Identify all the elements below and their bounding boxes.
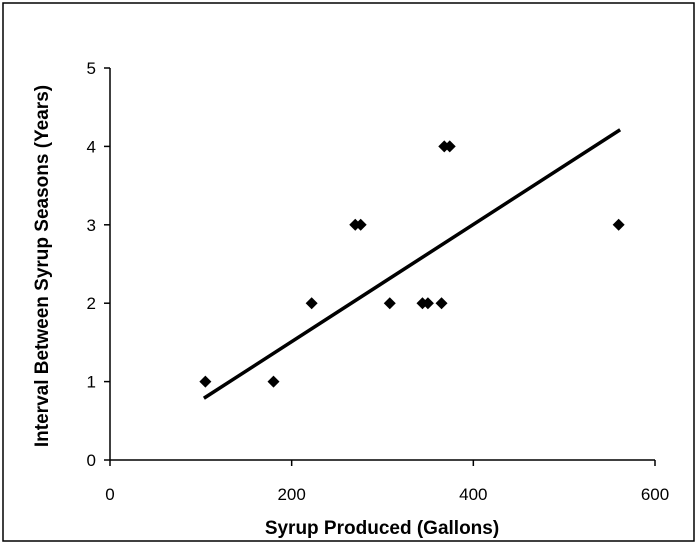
data-point [612,218,625,231]
y-tick-label: 1 [87,373,96,392]
data-point [199,375,212,388]
x-axis-title: Syrup Produced (Gallons) [265,518,499,539]
data-point [305,297,318,310]
x-tick-label: 0 [105,485,114,504]
y-tick-label: 0 [87,451,96,470]
y-tick-label: 2 [87,294,96,313]
y-tick-label: 3 [87,216,96,235]
y-axis-title: Interval Between Syrup Seasons (Years) [32,85,53,447]
data-point [354,218,367,231]
data-point [421,297,434,310]
x-tick-label: 400 [459,485,487,504]
trendline-group [202,128,622,400]
data-point [267,375,280,388]
data-point [443,140,456,153]
data-point [383,297,396,310]
y-tick-label: 4 [87,137,96,156]
trendline [202,128,622,400]
axes: 0 1 2 3 4 5 0 200 400 600 [87,59,670,504]
x-tick-label: 600 [641,485,669,504]
x-tick-label: 200 [277,485,305,504]
data-point [435,297,448,310]
y-tick-label: 5 [87,59,96,78]
data-points [199,140,625,388]
